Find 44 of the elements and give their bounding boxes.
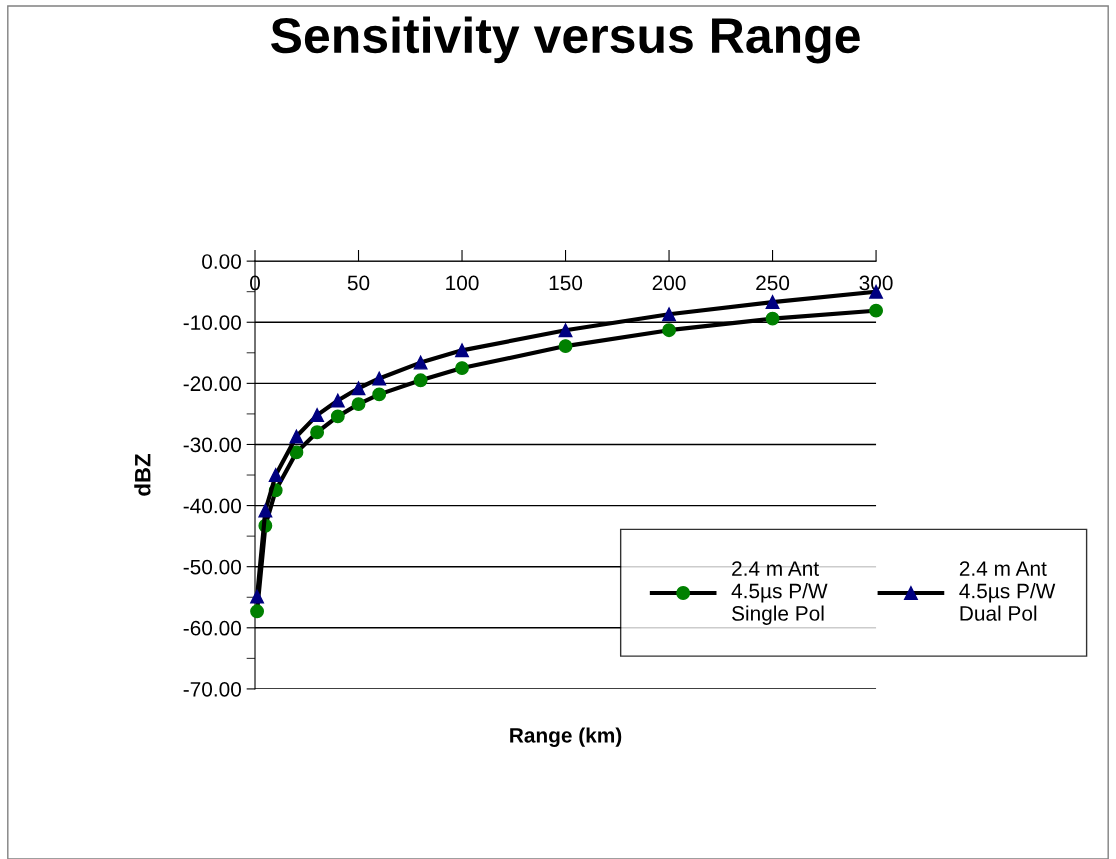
point — [558, 323, 573, 338]
x-tick-label: 150 — [549, 275, 583, 291]
x-tick-label: 250 — [756, 275, 790, 291]
legend-label: 2.4 m Ant 4.5µs P/W Single Pol — [731, 561, 828, 625]
legend-label: 2.4 m Ant 4.5µs P/W Dual Pol — [959, 561, 1056, 621]
x-tick-label: 100 — [446, 275, 479, 291]
x-tick-label: 300 — [859, 275, 893, 291]
point — [413, 373, 428, 388]
point — [662, 307, 676, 322]
point — [351, 397, 366, 412]
point — [372, 387, 387, 402]
y-tick-label: 0.00 — [202, 254, 241, 269]
point — [765, 311, 780, 326]
x-axis-title: Range (km) — [510, 727, 622, 747]
point — [455, 343, 469, 358]
y-tick-label: -50.00 — [183, 559, 241, 575]
point — [258, 503, 273, 518]
point — [268, 468, 283, 482]
point — [330, 409, 345, 424]
point — [351, 381, 366, 396]
point — [250, 589, 265, 604]
point — [869, 303, 884, 318]
point — [330, 393, 345, 408]
point — [310, 425, 325, 440]
point — [662, 323, 676, 338]
y-tick-label: -70.00 — [183, 681, 241, 697]
x-tick-label: 200 — [652, 275, 686, 291]
y-tick-label: -60.00 — [183, 620, 241, 636]
chart-title: Sensitivity versus Range — [271, 16, 860, 64]
point — [413, 355, 428, 370]
point — [372, 371, 387, 386]
point — [289, 445, 304, 460]
point — [765, 295, 780, 310]
point — [310, 408, 325, 423]
y-tick-label: -20.00 — [183, 376, 241, 392]
point — [455, 361, 469, 376]
y-tick-label: -10.00 — [183, 315, 241, 330]
y-tick-label: -30.00 — [183, 437, 241, 453]
x-tick-label: 50 — [347, 275, 370, 291]
y-axis-title: dBZ — [134, 454, 151, 496]
point — [289, 429, 304, 444]
y-tick-label: -40.00 — [183, 498, 241, 514]
point — [250, 604, 265, 619]
point — [558, 339, 573, 354]
